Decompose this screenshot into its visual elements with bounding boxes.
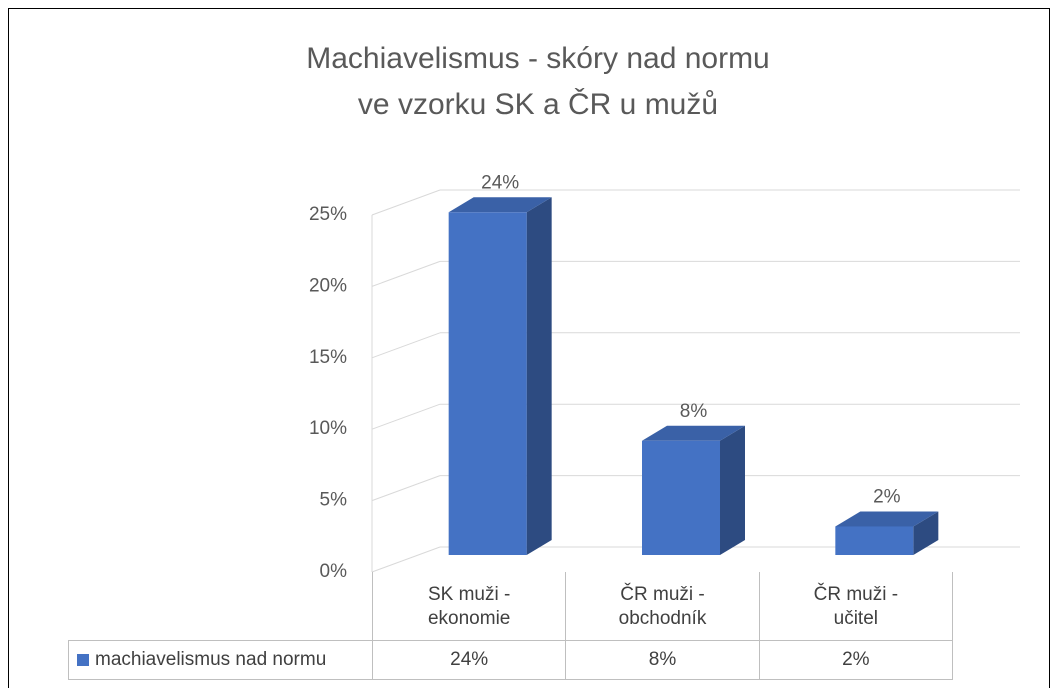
chart-title: Machiavelismus - skóry nad normu — [306, 42, 770, 75]
grid-line — [371, 332, 441, 359]
category-label: ČR muži - učitel — [758, 572, 953, 641]
bar-top — [448, 197, 552, 213]
bar-side — [720, 425, 745, 555]
bar-top — [835, 511, 939, 527]
table-value: 24% — [372, 640, 567, 680]
table-value: 8% — [565, 640, 760, 680]
data-label: 2% — [873, 486, 901, 507]
data-label: 24% — [481, 172, 519, 193]
bar-side — [913, 511, 939, 555]
category-label: ČR muži - obchodník — [565, 572, 760, 641]
bar — [642, 440, 720, 555]
bar-side — [526, 197, 552, 555]
chart-title: ve vzorku SK a ČR u mužů — [358, 87, 718, 121]
legend-key — [77, 654, 89, 666]
category-label: SK muži - ekonomie — [372, 572, 567, 641]
y-tick-label: 15% — [309, 347, 347, 368]
y-tick-label: 20% — [309, 275, 347, 296]
y-tick-label: 5% — [320, 490, 348, 511]
grid-line — [371, 546, 441, 573]
bar — [448, 212, 527, 555]
bar — [835, 526, 914, 555]
table-value: 2% — [758, 640, 953, 680]
data-label: 8% — [680, 401, 708, 422]
y-tick-label: 0% — [320, 561, 348, 582]
bar-top — [642, 425, 745, 441]
grid-line — [371, 260, 441, 287]
legend-label: machiavelismus nad normu — [95, 649, 327, 670]
y-tick-label: 10% — [309, 418, 347, 439]
grid-line — [371, 189, 441, 216]
table-series-header: machiavelismus nad normu — [68, 640, 373, 680]
y-tick-label: 25% — [309, 204, 347, 225]
grid-line — [371, 403, 441, 430]
grid-line — [371, 475, 441, 502]
